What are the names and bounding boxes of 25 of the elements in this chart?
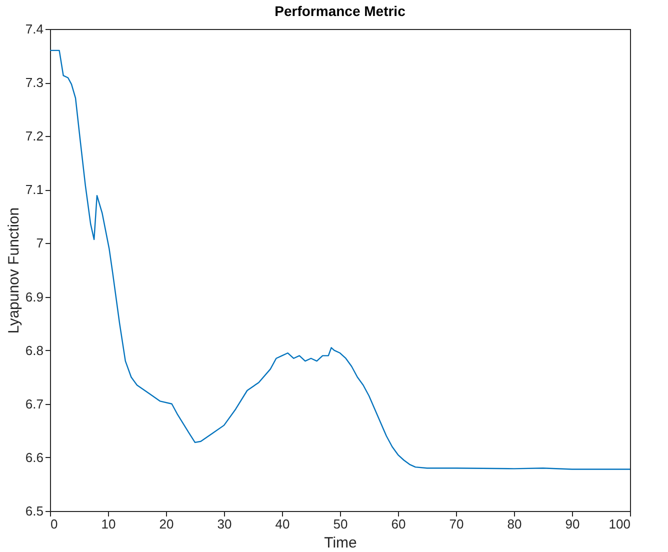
x-tick-label: 90	[565, 516, 580, 532]
x-tick-label: 40	[275, 516, 290, 532]
x-tick-label: 10	[101, 516, 116, 532]
chart-title: Performance Metric	[274, 3, 406, 19]
y-tick-label: 6.8	[25, 342, 44, 358]
x-axis-title: Time	[324, 534, 357, 552]
x-tick-label: 30	[217, 516, 232, 532]
y-tick-label: 7.2	[25, 128, 44, 144]
y-tick-label: 6.7	[25, 396, 44, 412]
x-tick-label: 70	[449, 516, 464, 532]
y-tick-label: 7.1	[25, 182, 44, 198]
y-tick-label: 6.9	[25, 289, 44, 304]
x-tick-label: 0	[50, 516, 58, 532]
x-tick-label: 60	[391, 516, 406, 532]
x-tick-label: 80	[507, 516, 522, 532]
x-tick-label: 20	[159, 516, 174, 532]
x-tick-label: 100	[608, 516, 630, 532]
y-tick-label: 7	[36, 236, 44, 251]
y-tick-label: 6.6	[25, 450, 44, 465]
y-tick-label: 6.5	[25, 504, 44, 518]
line-series	[49, 50, 631, 470]
y-tick-label: 7.3	[25, 75, 44, 90]
y-tick-label: 7.4	[25, 22, 44, 36]
x-tick-label: 50	[333, 516, 348, 532]
y-axis-title: Lyapunov Function	[5, 207, 22, 334]
